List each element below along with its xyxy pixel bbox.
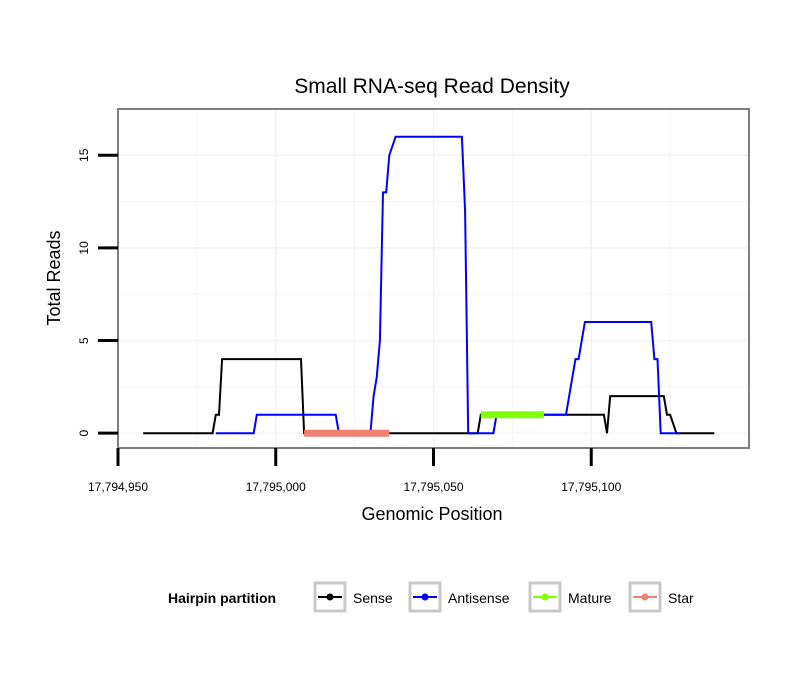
legend-item-mature: Mature [528,581,612,613]
data-series [143,135,715,437]
y-tick-label: 5 [77,337,91,344]
legend: Hairpin partition Sense Antisense Mature St… [168,581,694,613]
y-tick-label: 15 [77,148,91,162]
axes: 0 5 10 15 17,794,950 17,795,000 17,795,050 17,7… [77,148,622,494]
legend-key-point [421,593,429,601]
x-tick-label: 17,795,050 [403,480,463,494]
legend-key-point [641,593,649,601]
x-tick-label: 17,794,950 [88,480,148,494]
y-tick-label: 10 [77,241,91,255]
legend-key-point [541,593,549,601]
x-tick-label: 17,795,100 [561,480,621,494]
legend-label-antisense: Antisense [448,590,510,606]
legend-item-sense: Sense [313,581,393,613]
legend-label-star: Star [668,590,694,606]
chart-title: Small RNA-seq Read Density [294,75,570,98]
legend-title: Hairpin partition [168,590,276,606]
x-axis-title: Genomic Position [361,504,502,524]
y-tick-label: 0 [77,430,91,437]
legend-item-star: Star [628,581,694,613]
legend-key-point [326,593,334,601]
legend-label-mature: Mature [568,590,612,606]
legend-label-sense: Sense [353,590,393,606]
y-axis-title: Total Reads [44,230,64,325]
x-tick-label: 17,795,000 [246,480,306,494]
legend-item-antisense: Antisense [408,581,510,613]
